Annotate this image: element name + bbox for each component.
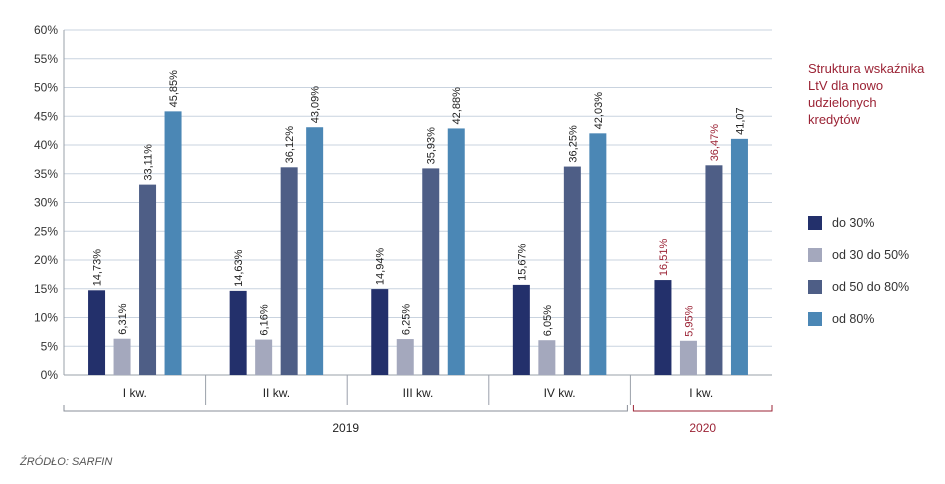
bar	[422, 168, 440, 375]
bar	[280, 167, 298, 375]
data-label: 43,09%	[310, 86, 322, 124]
legend-label: od 80%	[832, 312, 875, 326]
x-tick-label: II kw.	[263, 386, 290, 400]
y-tick-label: 40%	[34, 138, 58, 152]
legend-swatch	[808, 312, 822, 326]
bar	[538, 340, 556, 375]
y-tick-label: 55%	[34, 52, 58, 66]
year-bracket	[63, 405, 628, 412]
x-tick-label: I kw.	[123, 386, 147, 400]
data-label: 45,85%	[168, 70, 180, 108]
legend-label: od 50 do 80%	[832, 280, 910, 294]
data-label: 36,12%	[284, 126, 296, 164]
data-label: 42,88%	[451, 87, 463, 125]
bar	[563, 166, 581, 375]
bar	[164, 111, 182, 376]
data-label: 42,03%	[593, 92, 605, 130]
data-label: 6,25%	[400, 304, 412, 335]
bar	[139, 184, 157, 375]
legend-label: do 30%	[832, 216, 875, 230]
legend-item-od-80: od 80%	[808, 311, 909, 327]
y-tick-label: 10%	[34, 311, 58, 325]
bar	[654, 280, 672, 375]
x-tick-label: I kw.	[689, 386, 713, 400]
data-label: 16,51%	[658, 239, 670, 277]
x-tick-label: III kw.	[403, 386, 434, 400]
y-tick-label: 20%	[34, 253, 58, 267]
data-label: 41,07	[734, 107, 746, 135]
data-label: 14,73%	[92, 249, 104, 287]
bar	[113, 338, 131, 375]
bar	[306, 127, 324, 375]
data-label: 6,16%	[259, 304, 271, 335]
bar	[255, 339, 273, 375]
legend-swatch	[808, 248, 822, 262]
bar	[589, 133, 607, 375]
legend-item-od-50-do-80: od 50 do 80%	[808, 279, 909, 295]
legend-item-do-30: do 30%	[808, 215, 909, 231]
y-tick-label: 50%	[34, 81, 58, 95]
chart-title: Struktura wskaźnika LtV dla nowo udzielo…	[808, 61, 925, 127]
data-label: 14,63%	[233, 249, 245, 287]
bar	[447, 128, 465, 375]
y-tick-label: 0%	[41, 368, 59, 382]
data-label: 33,11%	[143, 144, 155, 181]
year-label: 2019	[332, 421, 359, 435]
y-tick-label: 60%	[34, 23, 58, 37]
data-label: 35,93%	[426, 127, 438, 165]
bar	[730, 138, 748, 375]
data-label: 36,47%	[709, 124, 721, 162]
data-label: 36,25%	[567, 125, 579, 163]
data-label: 14,94%	[375, 248, 387, 286]
year-bracket	[632, 405, 773, 412]
legend-item-od-30-do-50: od 30 do 50%	[808, 247, 909, 263]
y-tick-label: 35%	[34, 167, 58, 181]
data-label: 6,31%	[117, 303, 129, 334]
bar	[705, 165, 723, 375]
y-tick-label: 5%	[41, 339, 59, 353]
bar	[88, 290, 106, 375]
source-note: ŹRÓDŁO: SARFIN	[20, 456, 113, 468]
bar	[371, 289, 389, 375]
y-tick-label: 25%	[34, 224, 58, 238]
data-label: 5,95%	[683, 305, 695, 336]
x-tick-label: IV kw.	[544, 386, 576, 400]
year-label: 2020	[689, 421, 716, 435]
legend-swatch	[808, 216, 822, 230]
legend-label: od 30 do 50%	[832, 248, 910, 262]
bar	[679, 340, 697, 375]
bar	[229, 290, 247, 375]
y-tick-label: 15%	[34, 282, 58, 296]
data-label: 15,67%	[516, 243, 528, 281]
legend: do 30% od 30 do 50% od 50 do 80% od 80%	[808, 215, 909, 343]
bar	[396, 339, 414, 375]
y-tick-label: 45%	[34, 109, 58, 123]
y-tick-label: 30%	[34, 196, 58, 210]
bar	[512, 284, 530, 375]
legend-swatch	[808, 280, 822, 294]
data-label: 6,05%	[542, 305, 554, 336]
